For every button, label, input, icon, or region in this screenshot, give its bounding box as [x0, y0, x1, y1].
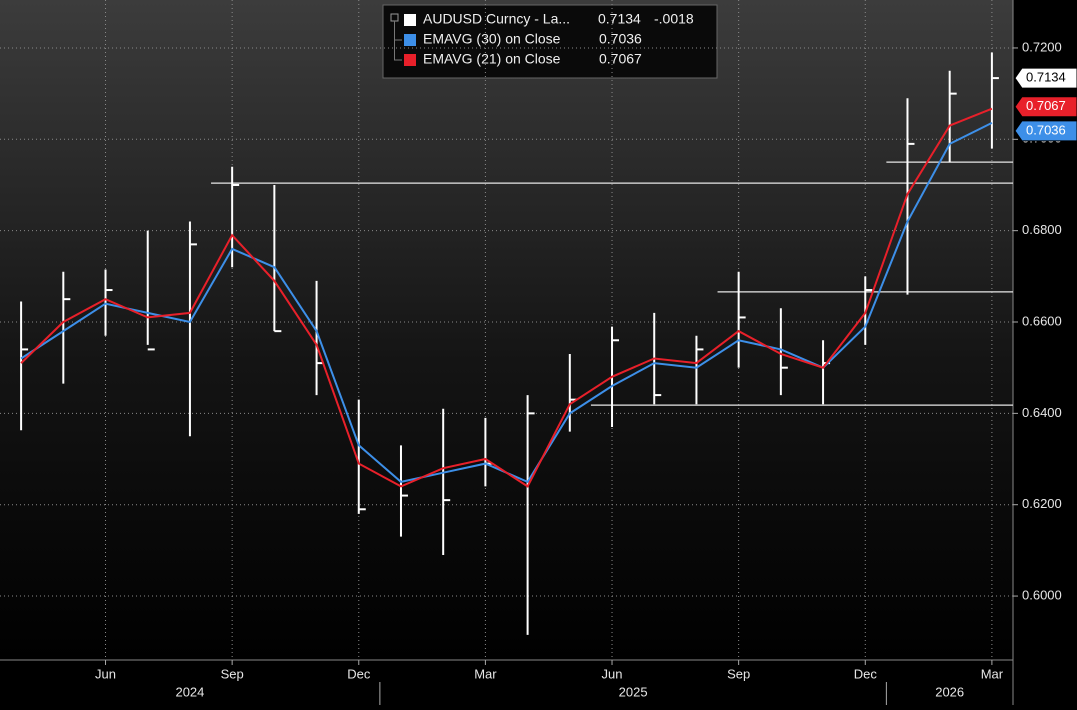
value-tag: [1014, 67, 1077, 89]
y-tick-label: 0.6200: [1022, 496, 1062, 511]
year-label: 2026: [935, 684, 964, 699]
legend-change: -.0018: [654, 11, 694, 27]
value-tag: [1014, 120, 1077, 142]
y-tick-label: 0.6600: [1022, 313, 1062, 328]
legend-value: 0.7036: [599, 31, 642, 47]
legend-swatch: [404, 34, 416, 46]
legend: AUDUSD Curncy - La... 0.7134 -.0018 EMAVG (…: [382, 4, 718, 79]
x-tick-label: Sep: [727, 666, 750, 681]
x-tick-label: Jun: [602, 666, 623, 681]
legend-name: AUDUSD Curncy - La...: [423, 11, 570, 27]
y-tick-label: 0.6800: [1022, 222, 1062, 237]
y-tick-label: 0.6000: [1022, 587, 1062, 602]
x-tick-label: Mar: [474, 666, 497, 681]
x-tick-label: Dec: [347, 666, 371, 681]
year-label: 2025: [619, 684, 648, 699]
ema-line: [20, 107, 993, 488]
y-tick-label: 0.7200: [1022, 39, 1062, 54]
legend-box: [382, 4, 718, 79]
value-tag-label: 0.7067: [1026, 98, 1066, 113]
legend-tree: [394, 21, 402, 61]
value-tag-label: 0.7036: [1026, 122, 1066, 137]
legend-name: EMAVG (21) on Close: [423, 51, 561, 67]
x-tick-label: Dec: [854, 666, 878, 681]
x-tick-label: Jun: [95, 666, 116, 681]
legend-swatch: [404, 14, 416, 26]
legend-name: EMAVG (30) on Close: [423, 31, 561, 47]
y-tick-label: 0.6400: [1022, 405, 1062, 420]
value-tag: [1014, 96, 1077, 118]
legend-value: 0.7134: [598, 11, 641, 27]
legend-swatch: [404, 54, 416, 66]
legend-value: 0.7067: [599, 51, 642, 67]
x-tick-label: Sep: [221, 666, 244, 681]
year-label: 2024: [175, 684, 204, 699]
x-tick-label: Mar: [981, 666, 1004, 681]
plot-area: [0, 0, 1013, 660]
value-tag-label: 0.7134: [1026, 70, 1066, 85]
